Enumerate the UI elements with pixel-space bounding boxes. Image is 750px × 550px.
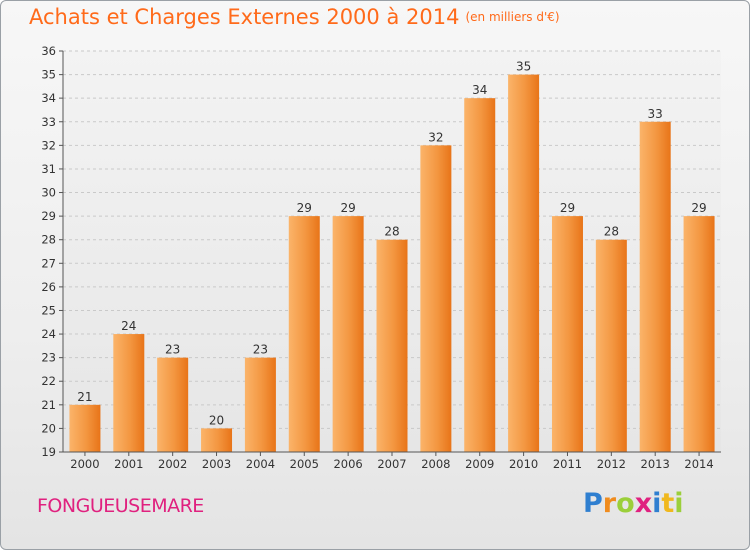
bar — [420, 145, 452, 452]
bar — [683, 216, 715, 452]
x-tick-label: 2012 — [597, 457, 626, 471]
bar-value-label: 29 — [340, 201, 355, 215]
bar-value-label: 28 — [604, 225, 619, 239]
y-tick-label: 34 — [41, 91, 56, 105]
bar — [376, 239, 408, 452]
bar-value-label: 29 — [297, 201, 312, 215]
chart-title-text: Achats et Charges Externes 2000 à 2014 — [29, 5, 460, 29]
x-tick-label: 2007 — [377, 457, 406, 471]
bar — [69, 404, 101, 452]
bar-value-label: 28 — [384, 225, 399, 239]
y-tick-label: 23 — [41, 351, 56, 365]
y-tick-label: 19 — [41, 445, 56, 459]
y-tick-label: 22 — [41, 374, 56, 388]
x-axis-ticks: 2000 2001 2002 2003 2004 2005 2006 2007 2008 2009… — [70, 452, 714, 471]
value-labels: 21 24 23 20 23 29 29 28 32 34 35 29 28 33 29 — [77, 60, 706, 428]
x-tick-label: 2002 — [158, 457, 187, 471]
logo-letter: i — [652, 488, 662, 519]
bar — [157, 357, 189, 452]
y-tick-label: 28 — [41, 233, 56, 247]
y-tick-label: 32 — [41, 138, 56, 152]
x-tick-label: 2010 — [509, 457, 538, 471]
x-tick-label: 2006 — [333, 457, 362, 471]
bar — [639, 121, 671, 452]
bar — [332, 216, 364, 452]
bars — [69, 74, 715, 453]
bar-value-label: 24 — [121, 319, 136, 333]
logo-letter: P — [583, 488, 603, 519]
chart-unit-subtitle: (en milliers d'€) — [465, 10, 560, 24]
y-tick-label: 33 — [41, 115, 56, 129]
logo-letter: o — [616, 488, 635, 519]
x-tick-label: 2011 — [553, 457, 582, 471]
x-tick-label: 2003 — [202, 457, 231, 471]
bar-value-label: 29 — [560, 201, 575, 215]
bar-value-label: 33 — [648, 107, 663, 121]
logo-letter: x — [634, 488, 653, 519]
bar-value-label: 23 — [253, 343, 268, 357]
x-tick-label: 2013 — [641, 457, 670, 471]
y-tick-label: 24 — [41, 327, 56, 341]
proxiti-logo: Proxiti — [583, 488, 684, 519]
bar — [113, 334, 145, 452]
bar — [288, 216, 320, 452]
y-tick-label: 36 — [41, 44, 56, 58]
x-tick-label: 2005 — [290, 457, 319, 471]
y-tick-label: 35 — [41, 68, 56, 82]
y-tick-label: 30 — [41, 186, 56, 200]
bar — [508, 74, 540, 453]
x-tick-label: 2000 — [70, 457, 99, 471]
bar — [201, 428, 233, 452]
x-tick-label: 2001 — [114, 457, 143, 471]
bar-value-label: 34 — [472, 83, 487, 97]
axes — [62, 51, 721, 453]
logo-letter: r — [602, 488, 617, 519]
y-tick-label: 31 — [41, 162, 56, 176]
y-tick-label: 29 — [41, 209, 56, 223]
bar-value-label: 20 — [209, 413, 224, 427]
logo-letter: i — [674, 488, 684, 519]
y-tick-label: 27 — [41, 256, 56, 270]
bar — [551, 216, 583, 452]
bar-value-label: 21 — [77, 390, 92, 404]
x-tick-label: 2009 — [465, 457, 494, 471]
bar-value-label: 29 — [691, 201, 706, 215]
x-tick-label: 2014 — [684, 457, 713, 471]
y-tick-label: 21 — [41, 398, 56, 412]
bar-value-label: 23 — [165, 343, 180, 357]
bar-value-label: 35 — [516, 60, 531, 74]
y-tick-label: 20 — [41, 421, 56, 435]
y-axis-ticks: 19 20 21 22 23 24 25 26 27 28 29 30 31 32 33 34 35 36 — [41, 44, 63, 459]
x-tick-label: 2004 — [246, 457, 275, 471]
logo-letter: t — [661, 488, 675, 519]
bar-value-label: 32 — [428, 130, 443, 144]
chart-title: Achats et Charges Externes 2000 à 2014 (e… — [29, 5, 560, 29]
bar — [595, 239, 627, 452]
y-tick-label: 26 — [41, 280, 56, 294]
bar — [244, 357, 276, 452]
x-tick-label: 2008 — [421, 457, 450, 471]
bar — [464, 98, 496, 453]
commune-name: FONGUEUSEMARE — [37, 495, 204, 517]
y-tick-label: 25 — [41, 303, 56, 317]
